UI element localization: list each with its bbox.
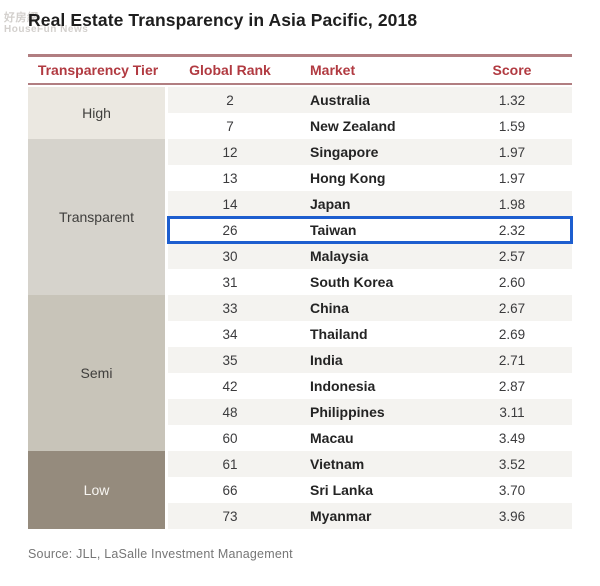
cell-rank: 13 (222, 170, 238, 186)
cell-market: Philippines (310, 404, 385, 420)
cell-rank: 30 (222, 248, 238, 264)
table-row-singapore: 12 Singapore 1.97 (168, 139, 572, 165)
column-header-score: Score (492, 62, 532, 78)
table-row-philippines: 48 Philippines 3.11 (168, 399, 572, 425)
cell-rank: 12 (222, 144, 238, 160)
table-row-indonesia: 42 Indonesia 2.87 (168, 373, 572, 399)
tier-label-low: Low (28, 451, 168, 529)
table-row-myanmar: 73 Myanmar 3.96 (168, 503, 572, 529)
cell-rank: 2 (226, 92, 234, 108)
column-header-global-rank: Global Rank (189, 62, 271, 78)
cell-market: Malaysia (310, 248, 369, 264)
table-header-row: Transparency Tier Global Rank Market Sco… (28, 54, 572, 85)
cell-score: 2.60 (498, 274, 526, 290)
table-body: High 2 Australia 1.32 7 New Zealand 1.59 Transp… (28, 85, 573, 529)
cell-market: Vietnam (310, 456, 365, 472)
cell-rank: 26 (222, 222, 238, 238)
cell-rank: 31 (222, 274, 238, 290)
cell-score: 1.59 (498, 118, 526, 134)
tier-block-low: Low 61 Vietnam 3.52 66 Sri Lanka 3.70 73 Myanmar… (28, 451, 572, 529)
cell-score: 3.11 (499, 404, 525, 420)
cell-score: 3.52 (498, 456, 526, 472)
table-row-japan: 14 Japan 1.98 (168, 191, 572, 217)
housefun-news-watermark: 好房網 HouseFun News (4, 12, 89, 36)
table-row-new-zealand: 7 New Zealand 1.59 (168, 113, 572, 139)
table-row-thailand: 34 Thailand 2.69 (168, 321, 572, 347)
tier-label-transparent: Transparent (28, 139, 168, 295)
cell-rank: 34 (222, 326, 238, 342)
cell-rank: 33 (222, 300, 238, 316)
table-row-hong-kong: 13 Hong Kong 1.97 (168, 165, 572, 191)
cell-rank: 60 (222, 430, 238, 446)
cell-market: Japan (310, 196, 351, 212)
tier-label-high: High (28, 87, 168, 139)
cell-score: 3.70 (498, 482, 526, 498)
watermark-logo-text: 好房網 (4, 12, 39, 24)
cell-rank: 42 (222, 378, 238, 394)
cell-market: Hong Kong (310, 170, 386, 186)
cell-market: Australia (310, 92, 370, 108)
table-row-taiwan: 26 Taiwan 2.32 (167, 216, 573, 244)
cell-score: 2.71 (498, 352, 526, 368)
cell-score: 2.67 (498, 300, 526, 316)
tier-rows-low: 61 Vietnam 3.52 66 Sri Lanka 3.70 73 Myanmar 3.9… (168, 451, 572, 529)
cell-score: 2.57 (498, 248, 526, 264)
cell-market: New Zealand (310, 118, 396, 134)
table-row-macau: 60 Macau 3.49 (168, 425, 572, 451)
tier-block-transparent: Transparent 12 Singapore 1.97 13 Hong Kong 1.9… (28, 139, 573, 295)
cell-score: 1.97 (498, 144, 526, 160)
cell-market: Singapore (310, 144, 379, 160)
table-row-china: 33 China 2.67 (168, 295, 572, 321)
cell-score: 3.49 (498, 430, 526, 446)
table-row-vietnam: 61 Vietnam 3.52 (168, 451, 572, 477)
cell-score: 3.96 (498, 508, 526, 524)
cell-score: 1.98 (498, 196, 526, 212)
cell-score: 2.32 (498, 222, 526, 238)
cell-market: Sri Lanka (310, 482, 374, 498)
cell-score: 1.97 (498, 170, 526, 186)
cell-rank: 35 (222, 352, 238, 368)
cell-score: 2.69 (498, 326, 526, 342)
tier-rows-high: 2 Australia 1.32 7 New Zealand 1.59 (168, 87, 572, 139)
table-row-sri-lanka: 66 Sri Lanka 3.70 (168, 477, 572, 503)
table-row-india: 35 India 2.71 (168, 347, 572, 373)
tier-label-semi: Semi (28, 295, 168, 451)
cell-rank: 73 (222, 508, 238, 524)
cell-rank: 66 (222, 482, 238, 498)
tier-block-semi: Semi 33 China 2.67 34 Thailand 2.69 35 India 2.71… (28, 295, 572, 451)
cell-score: 1.32 (498, 92, 526, 108)
tier-rows-transparent: 12 Singapore 1.97 13 Hong Kong 1.97 14 Japan 1.9… (167, 139, 573, 295)
transparency-table: Transparency Tier Global Rank Market Sco… (28, 54, 573, 529)
cell-market: Thailand (310, 326, 368, 342)
column-header-transparency-tier: Transparency Tier (37, 62, 159, 78)
cell-market: Taiwan (310, 222, 357, 238)
cell-rank: 61 (222, 456, 238, 472)
table-row-australia: 2 Australia 1.32 (168, 87, 572, 113)
tier-rows-semi: 33 China 2.67 34 Thailand 2.69 35 India 2.71 42 In… (168, 295, 572, 451)
cell-rank: 14 (222, 196, 238, 212)
source-note: Source: JLL, LaSalle Investment Manageme… (28, 547, 293, 561)
page-title: Real Estate Transparency in Asia Pacific… (28, 10, 418, 30)
table-row-malaysia: 30 Malaysia 2.57 (168, 243, 572, 269)
cell-rank: 7 (226, 118, 234, 134)
tier-block-high: High 2 Australia 1.32 7 New Zealand 1.59 (28, 87, 572, 139)
cell-market: Macau (310, 430, 354, 446)
cell-market: India (310, 352, 343, 368)
cell-rank: 48 (222, 404, 238, 420)
column-header-market: Market (310, 62, 356, 78)
watermark-brand-text: HouseFun News (4, 24, 89, 35)
cell-market: Indonesia (310, 378, 376, 394)
cell-market: South Korea (310, 274, 394, 290)
cell-market: China (310, 300, 349, 316)
cell-market: Myanmar (310, 508, 372, 524)
cell-score: 2.87 (498, 378, 526, 394)
table-row-south-korea: 31 South Korea 2.60 (168, 269, 572, 295)
